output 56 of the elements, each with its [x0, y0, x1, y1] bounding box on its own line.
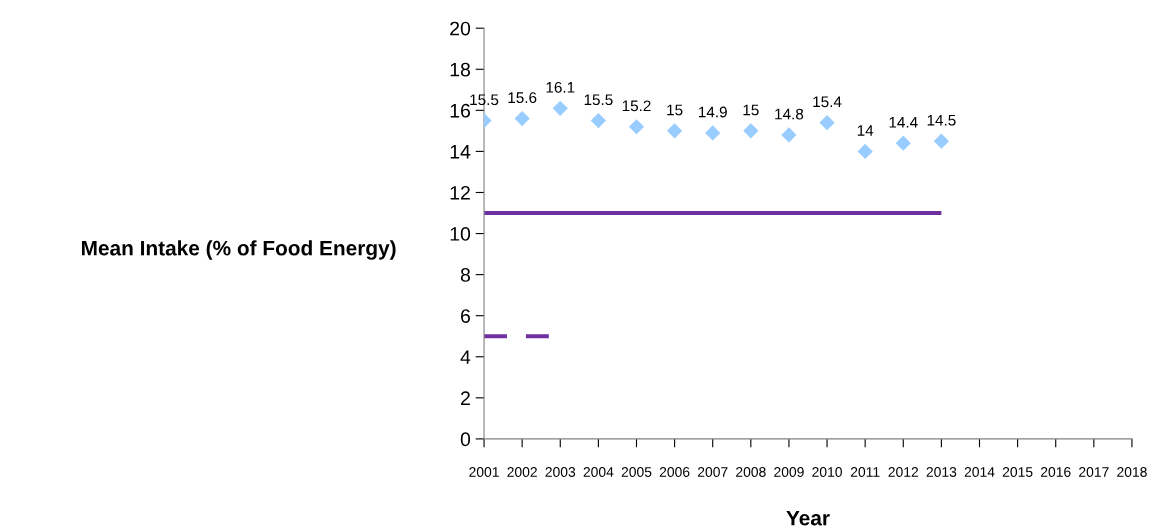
data-label: 14.4 [889, 117, 918, 128]
y-tick-label: 10 [450, 227, 471, 241]
x-tick-label: 2011 [850, 467, 880, 477]
x-tick-label: 2009 [774, 467, 804, 477]
point [667, 123, 683, 139]
point [514, 110, 530, 127]
y-tick-label: 12 [450, 185, 470, 200]
y-tick-label: 18 [450, 62, 471, 77]
y-tick-label: 4 [460, 350, 471, 364]
x-tick-label: 2018 [1117, 467, 1147, 477]
data-label: 14.8 [775, 108, 804, 120]
point [895, 135, 911, 151]
y-tick-label: 16 [450, 103, 470, 118]
point [590, 113, 606, 129]
x-tick-label: 2012 [888, 467, 919, 477]
data-label: 15.4 [813, 96, 842, 108]
data-label: 15 [667, 104, 683, 116]
data-label: 15.5 [584, 94, 613, 106]
x-tick-label: 2015 [1002, 467, 1033, 477]
data-label: 15 [743, 104, 759, 116]
y-tick-label: 0 [460, 432, 471, 447]
point [743, 123, 759, 139]
point [705, 125, 721, 141]
x-tick-label: 2001 [469, 467, 499, 477]
data-label: 16.1 [546, 81, 575, 93]
x-tick-label: 2003 [545, 467, 576, 477]
point [819, 115, 835, 131]
y-axis-title: Mean Intake (% of Food Energy) [81, 240, 396, 260]
point [857, 143, 873, 160]
x-tick-label: 2017 [1079, 467, 1109, 477]
point [933, 133, 949, 149]
y-tick-label: 8 [460, 268, 470, 282]
data-label: 15.6 [508, 92, 537, 104]
x-tick-label: 2016 [1040, 467, 1071, 477]
data-label: 15.2 [622, 100, 651, 112]
point [552, 100, 568, 116]
x-tick-label: 2006 [659, 467, 690, 477]
point [628, 119, 645, 135]
x-tick-label: 2004 [583, 467, 614, 477]
data-label: 15.5 [470, 94, 499, 106]
x-tick-label: 2014 [964, 467, 995, 477]
data-label: 14 [857, 125, 874, 136]
y-tick-label: 2 [461, 391, 470, 405]
x-tick-label: 2007 [697, 467, 728, 477]
data-label: 14.9 [699, 106, 727, 118]
data-label: 14.5 [927, 114, 956, 126]
x-tick-label: 2005 [621, 467, 652, 477]
y-tick-label: 6 [461, 309, 470, 323]
point [781, 127, 797, 143]
x-tick-label: 2008 [736, 467, 766, 477]
x-tick-label: 2013 [926, 467, 957, 477]
x-tick-label: 2002 [507, 467, 537, 477]
y-tick-label: 20 [450, 21, 471, 36]
x-tick-label: 2010 [812, 467, 842, 477]
x-axis-title: Year [786, 510, 830, 526]
y-tick-label: 14 [450, 145, 471, 159]
